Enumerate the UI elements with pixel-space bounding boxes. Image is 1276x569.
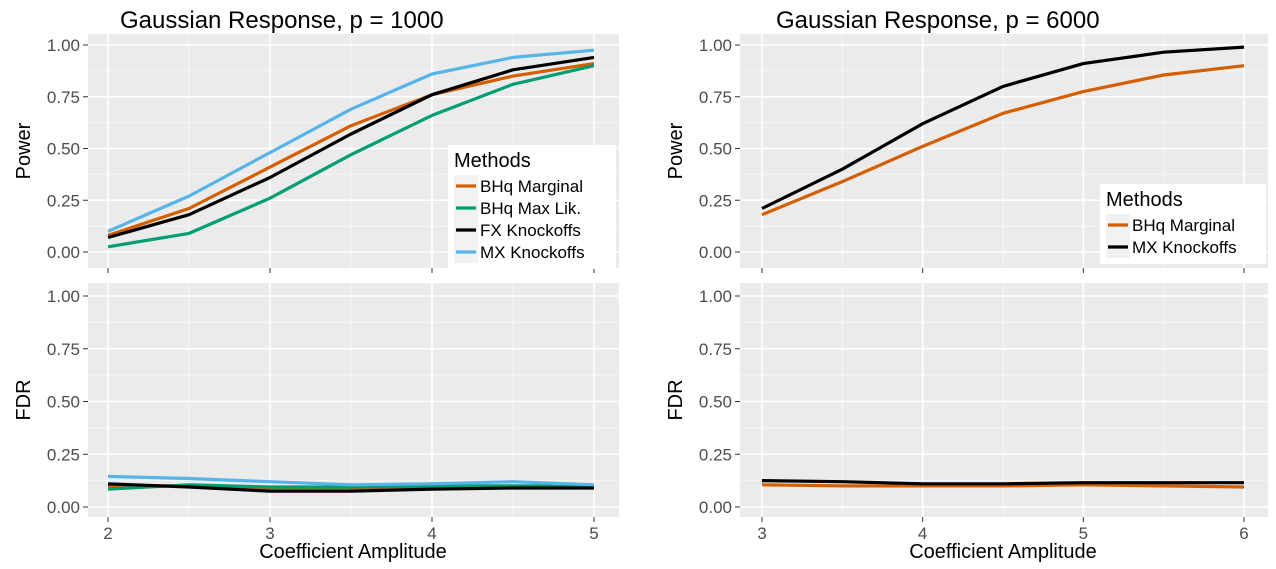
chart-fdr-p6000: 0.00 0.25 0.50 0.75 1.00 3 4 5 6 FDR Coefficient…: [665, 283, 1268, 563]
series-line-bhq-marginal: [761, 483, 1245, 489]
legend-item-label: MX Knockoffs: [480, 243, 585, 262]
y-tick-label: 0.50: [699, 393, 732, 412]
y-tick-label: 0.50: [699, 140, 732, 159]
x-axis-label: Coefficient Amplitude: [259, 541, 447, 563]
series-line-mx-knockoffs: [107, 48, 595, 233]
legend-item-label: BHq Marginal: [480, 177, 583, 196]
x-axis-label: Coefficient Amplitude: [909, 541, 1097, 563]
chart-title: Gaussian Response, p = 6000: [776, 7, 1100, 34]
series-line-bhq-max-lik: [107, 64, 595, 249]
series-line-mx-knockoffs: [761, 479, 1244, 486]
chart-power-p6000: 0.00 0.25 0.50 0.75 1.00 Gaussian Response, …: [665, 7, 1268, 273]
y-tick-label: 1.00: [47, 287, 80, 306]
legend-item-label: FX Knockoffs: [480, 221, 581, 240]
y-tick-label: 0.25: [699, 191, 732, 210]
y-axis-label: Power: [665, 122, 687, 179]
legend: Methods BHq Marginal MX Knockoffs: [1100, 184, 1266, 264]
y-tick-label: 0.00: [699, 243, 732, 262]
series-line-mx-knockoffs: [761, 45, 1245, 210]
legend-item-label: MX Knockoffs: [1132, 238, 1237, 257]
y-tick-label: 0.50: [47, 140, 80, 159]
series-line-bhq-marginal: [761, 64, 1245, 217]
y-tick-label: 0.75: [47, 340, 80, 359]
y-tick-label: 1.00: [47, 36, 80, 55]
series-line-bhq-max-lik: [107, 483, 594, 491]
legend: Methods BHq Marginal BHq Max Lik. FX Knocko…: [448, 145, 616, 269]
x-tick-label: 5: [1079, 524, 1088, 543]
y-axis-label: Power: [13, 122, 35, 179]
chart-power-p1000: 0.00 0.25 0.50 0.75 1.00 Gaussian Response, …: [13, 7, 619, 273]
y-tick-label: 0.00: [47, 243, 80, 262]
x-tick-label: 4: [918, 524, 927, 543]
chart-fdr-p1000: 0.00 0.25 0.50 0.75 1.00 2 3 4 5 FDR Coefficient…: [13, 283, 619, 563]
x-tick-label: 3: [265, 524, 274, 543]
y-axis-label: FDR: [13, 379, 35, 420]
x-tick-label: 3: [757, 524, 766, 543]
x-tick-label: 2: [103, 524, 112, 543]
x-tick-label: 5: [589, 524, 598, 543]
chart-title: Gaussian Response, p = 1000: [120, 7, 444, 34]
series-line-bhq-marginal: [107, 62, 595, 237]
legend-title: Methods: [1106, 189, 1183, 211]
x-tick-label: 4: [427, 524, 436, 543]
y-tick-label: 1.00: [699, 36, 732, 55]
legend-item-label: BHq Max Lik.: [480, 199, 581, 218]
y-axis-label: FDR: [665, 379, 687, 420]
y-tick-label: 0.25: [699, 445, 732, 464]
y-tick-label: 0.25: [47, 445, 80, 464]
series-line-mx-knockoffs: [107, 474, 595, 487]
legend-title: Methods: [454, 150, 531, 172]
legend-item-label: BHq Marginal: [1132, 216, 1235, 235]
x-tick-label: 6: [1239, 524, 1248, 543]
y-tick-label: 0.00: [47, 498, 80, 517]
series-line-fx-knockoffs: [107, 55, 595, 240]
y-tick-label: 0.75: [699, 340, 732, 359]
y-tick-label: 1.00: [699, 287, 732, 306]
y-tick-label: 0.75: [47, 88, 80, 107]
y-tick-label: 0.50: [47, 393, 80, 412]
series-line-fx-knockoffs: [107, 482, 594, 493]
y-tick-label: 0.00: [699, 498, 732, 517]
y-tick-label: 0.75: [699, 88, 732, 107]
y-tick-label: 0.25: [47, 191, 80, 210]
